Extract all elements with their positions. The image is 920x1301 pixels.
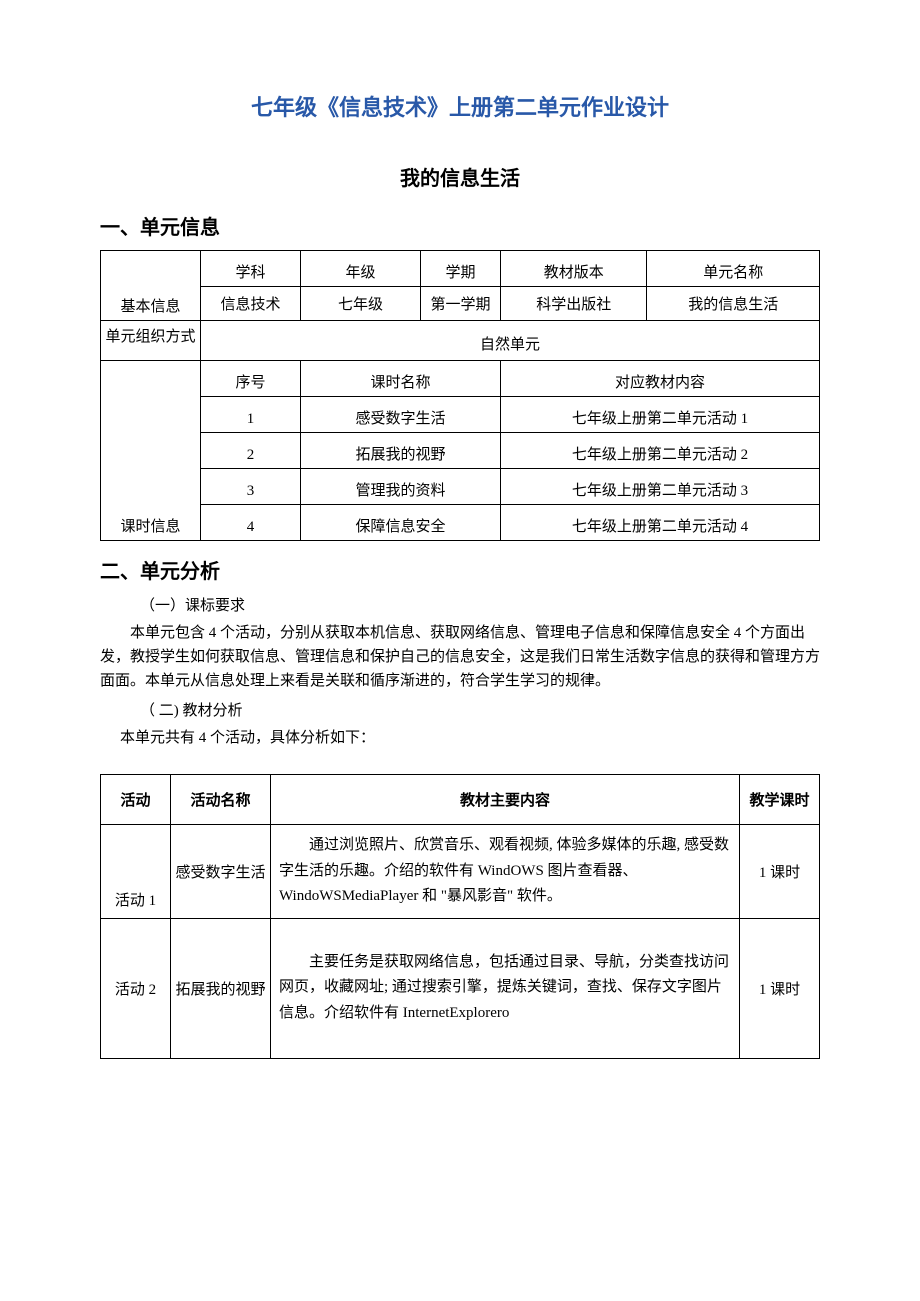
row-name: 感受数字生活 — [301, 397, 501, 433]
header-no: 序号 — [201, 361, 301, 397]
value-subject: 信息技术 — [201, 287, 301, 321]
document-title: 七年级《信息技术》上册第二单元作业设计 — [100, 90, 820, 122]
row-name: 拓展我的视野 — [171, 918, 271, 1058]
header-textbook: 教材版本 — [501, 251, 647, 287]
row-corresponding: 七年级上册第二单元活动 1 — [501, 397, 820, 433]
row-no: 4 — [201, 505, 301, 541]
row-name: 保障信息安全 — [301, 505, 501, 541]
table-row: 4 保障信息安全 七年级上册第二单元活动 4 — [101, 505, 820, 541]
table-row: 活动 活动名称 教材主要内容 教学课时 — [101, 775, 820, 825]
row-name: 感受数字生活 — [171, 825, 271, 919]
value-semester: 第一学期 — [421, 287, 501, 321]
section1-heading: 一、单元信息 — [100, 211, 820, 240]
header-subject: 学科 — [201, 251, 301, 287]
row-content: 主要任务是获取网络信息，包括通过目录、导航，分类查找访问网页，收藏网址; 通过搜… — [271, 918, 740, 1058]
row-corresponding: 七年级上册第二单元活动 3 — [501, 469, 820, 505]
table-row: 2 拓展我的视野 七年级上册第二单元活动 2 — [101, 433, 820, 469]
header-corresponding: 对应教材内容 — [501, 361, 820, 397]
header-unitname: 单元名称 — [647, 251, 820, 287]
class-info-label: 课时信息 — [101, 361, 201, 541]
document-subtitle: 我的信息生活 — [100, 162, 820, 191]
header-semester: 学期 — [421, 251, 501, 287]
analysis-sub2-label: （ 二) 教材分析 — [100, 699, 820, 720]
row-activity: 活动 2 — [101, 918, 171, 1058]
row-activity: 活动 1 — [101, 825, 171, 919]
row-name: 管理我的资料 — [301, 469, 501, 505]
header-hours: 教学课时 — [740, 775, 820, 825]
table-row: 单元组织方式 自然单元 — [101, 321, 820, 361]
row-hours: 1 课时 — [740, 825, 820, 919]
value-unitname: 我的信息生活 — [647, 287, 820, 321]
row-corresponding: 七年级上册第二单元活动 4 — [501, 505, 820, 541]
header-grade: 年级 — [301, 251, 421, 287]
analysis-sub2-text: 本单元共有 4 个活动，具体分析如下： — [100, 726, 820, 750]
row-no: 3 — [201, 469, 301, 505]
row-no: 1 — [201, 397, 301, 433]
row-content: 通过浏览照片、欣赏音乐、观看视频, 体验多媒体的乐趣, 感受数字生活的乐趣。介绍… — [271, 825, 740, 919]
table-row: 基本信息 学科 年级 学期 教材版本 单元名称 — [101, 251, 820, 287]
org-value: 自然单元 — [201, 321, 820, 361]
analysis-sub1-text: 本单元包含 4 个活动，分别从获取本机信息、获取网络信息、管理电子信息和保障信息… — [100, 621, 820, 693]
org-label: 单元组织方式 — [101, 321, 201, 361]
row-corresponding: 七年级上册第二单元活动 2 — [501, 433, 820, 469]
unit-info-table: 基本信息 学科 年级 学期 教材版本 单元名称 信息技术 七年级 第一学期 科学… — [100, 250, 820, 541]
table-row: 1 感受数字生活 七年级上册第二单元活动 1 — [101, 397, 820, 433]
analysis-sub1-label: （一）课标要求 — [100, 594, 820, 615]
table-row: 3 管理我的资料 七年级上册第二单元活动 3 — [101, 469, 820, 505]
activity-analysis-table: 活动 活动名称 教材主要内容 教学课时 活动 1 感受数字生活 通过浏览照片、欣… — [100, 774, 820, 1059]
header-activity: 活动 — [101, 775, 171, 825]
basic-info-label: 基本信息 — [101, 251, 201, 321]
header-classname: 课时名称 — [301, 361, 501, 397]
row-name: 拓展我的视野 — [301, 433, 501, 469]
value-textbook: 科学出版社 — [501, 287, 647, 321]
header-name: 活动名称 — [171, 775, 271, 825]
table-row: 活动 1 感受数字生活 通过浏览照片、欣赏音乐、观看视频, 体验多媒体的乐趣, … — [101, 825, 820, 919]
header-content: 教材主要内容 — [271, 775, 740, 825]
row-hours: 1 课时 — [740, 918, 820, 1058]
table-row: 信息技术 七年级 第一学期 科学出版社 我的信息生活 — [101, 287, 820, 321]
row-no: 2 — [201, 433, 301, 469]
table-row: 课时信息 序号 课时名称 对应教材内容 — [101, 361, 820, 397]
table-row: 活动 2 拓展我的视野 主要任务是获取网络信息，包括通过目录、导航，分类查找访问… — [101, 918, 820, 1058]
section2-heading: 二、单元分析 — [100, 555, 820, 584]
value-grade: 七年级 — [301, 287, 421, 321]
